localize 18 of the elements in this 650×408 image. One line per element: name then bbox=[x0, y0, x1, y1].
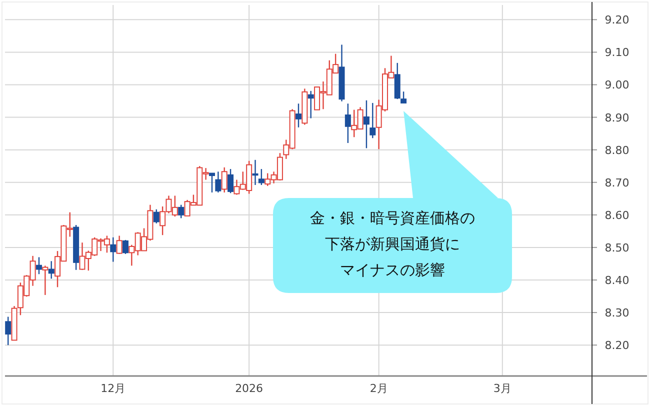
x-tick-label: 2月 bbox=[370, 382, 388, 395]
y-tick-label: 8.30 bbox=[604, 306, 630, 320]
y-tick-label: 8.90 bbox=[604, 111, 630, 124]
y-tick-label: 9.00 bbox=[604, 78, 630, 92]
y-tick-label: 8.60 bbox=[604, 208, 630, 222]
y-tick-label: 9.10 bbox=[604, 46, 630, 60]
annotation: マイナスの影響 bbox=[340, 261, 445, 279]
x-tick-label: 12月 bbox=[100, 382, 126, 395]
y-tick-label: 8.50 bbox=[604, 241, 630, 254]
y-tick-label: 8.80 bbox=[604, 144, 630, 157]
annotation: 下落が新興国通貨に bbox=[325, 235, 460, 253]
x-tick-label: 3月 bbox=[493, 382, 512, 395]
y-tick-label: 8.40 bbox=[604, 274, 630, 287]
y-tick-label: 9.20 bbox=[604, 14, 630, 27]
y-tick-label: 8.70 bbox=[604, 176, 630, 190]
x-tick-label: 2026 bbox=[235, 382, 264, 395]
annotation: 金・銀・暗号資産価格の bbox=[310, 209, 475, 227]
y-tick-label: 8.20 bbox=[604, 339, 630, 352]
